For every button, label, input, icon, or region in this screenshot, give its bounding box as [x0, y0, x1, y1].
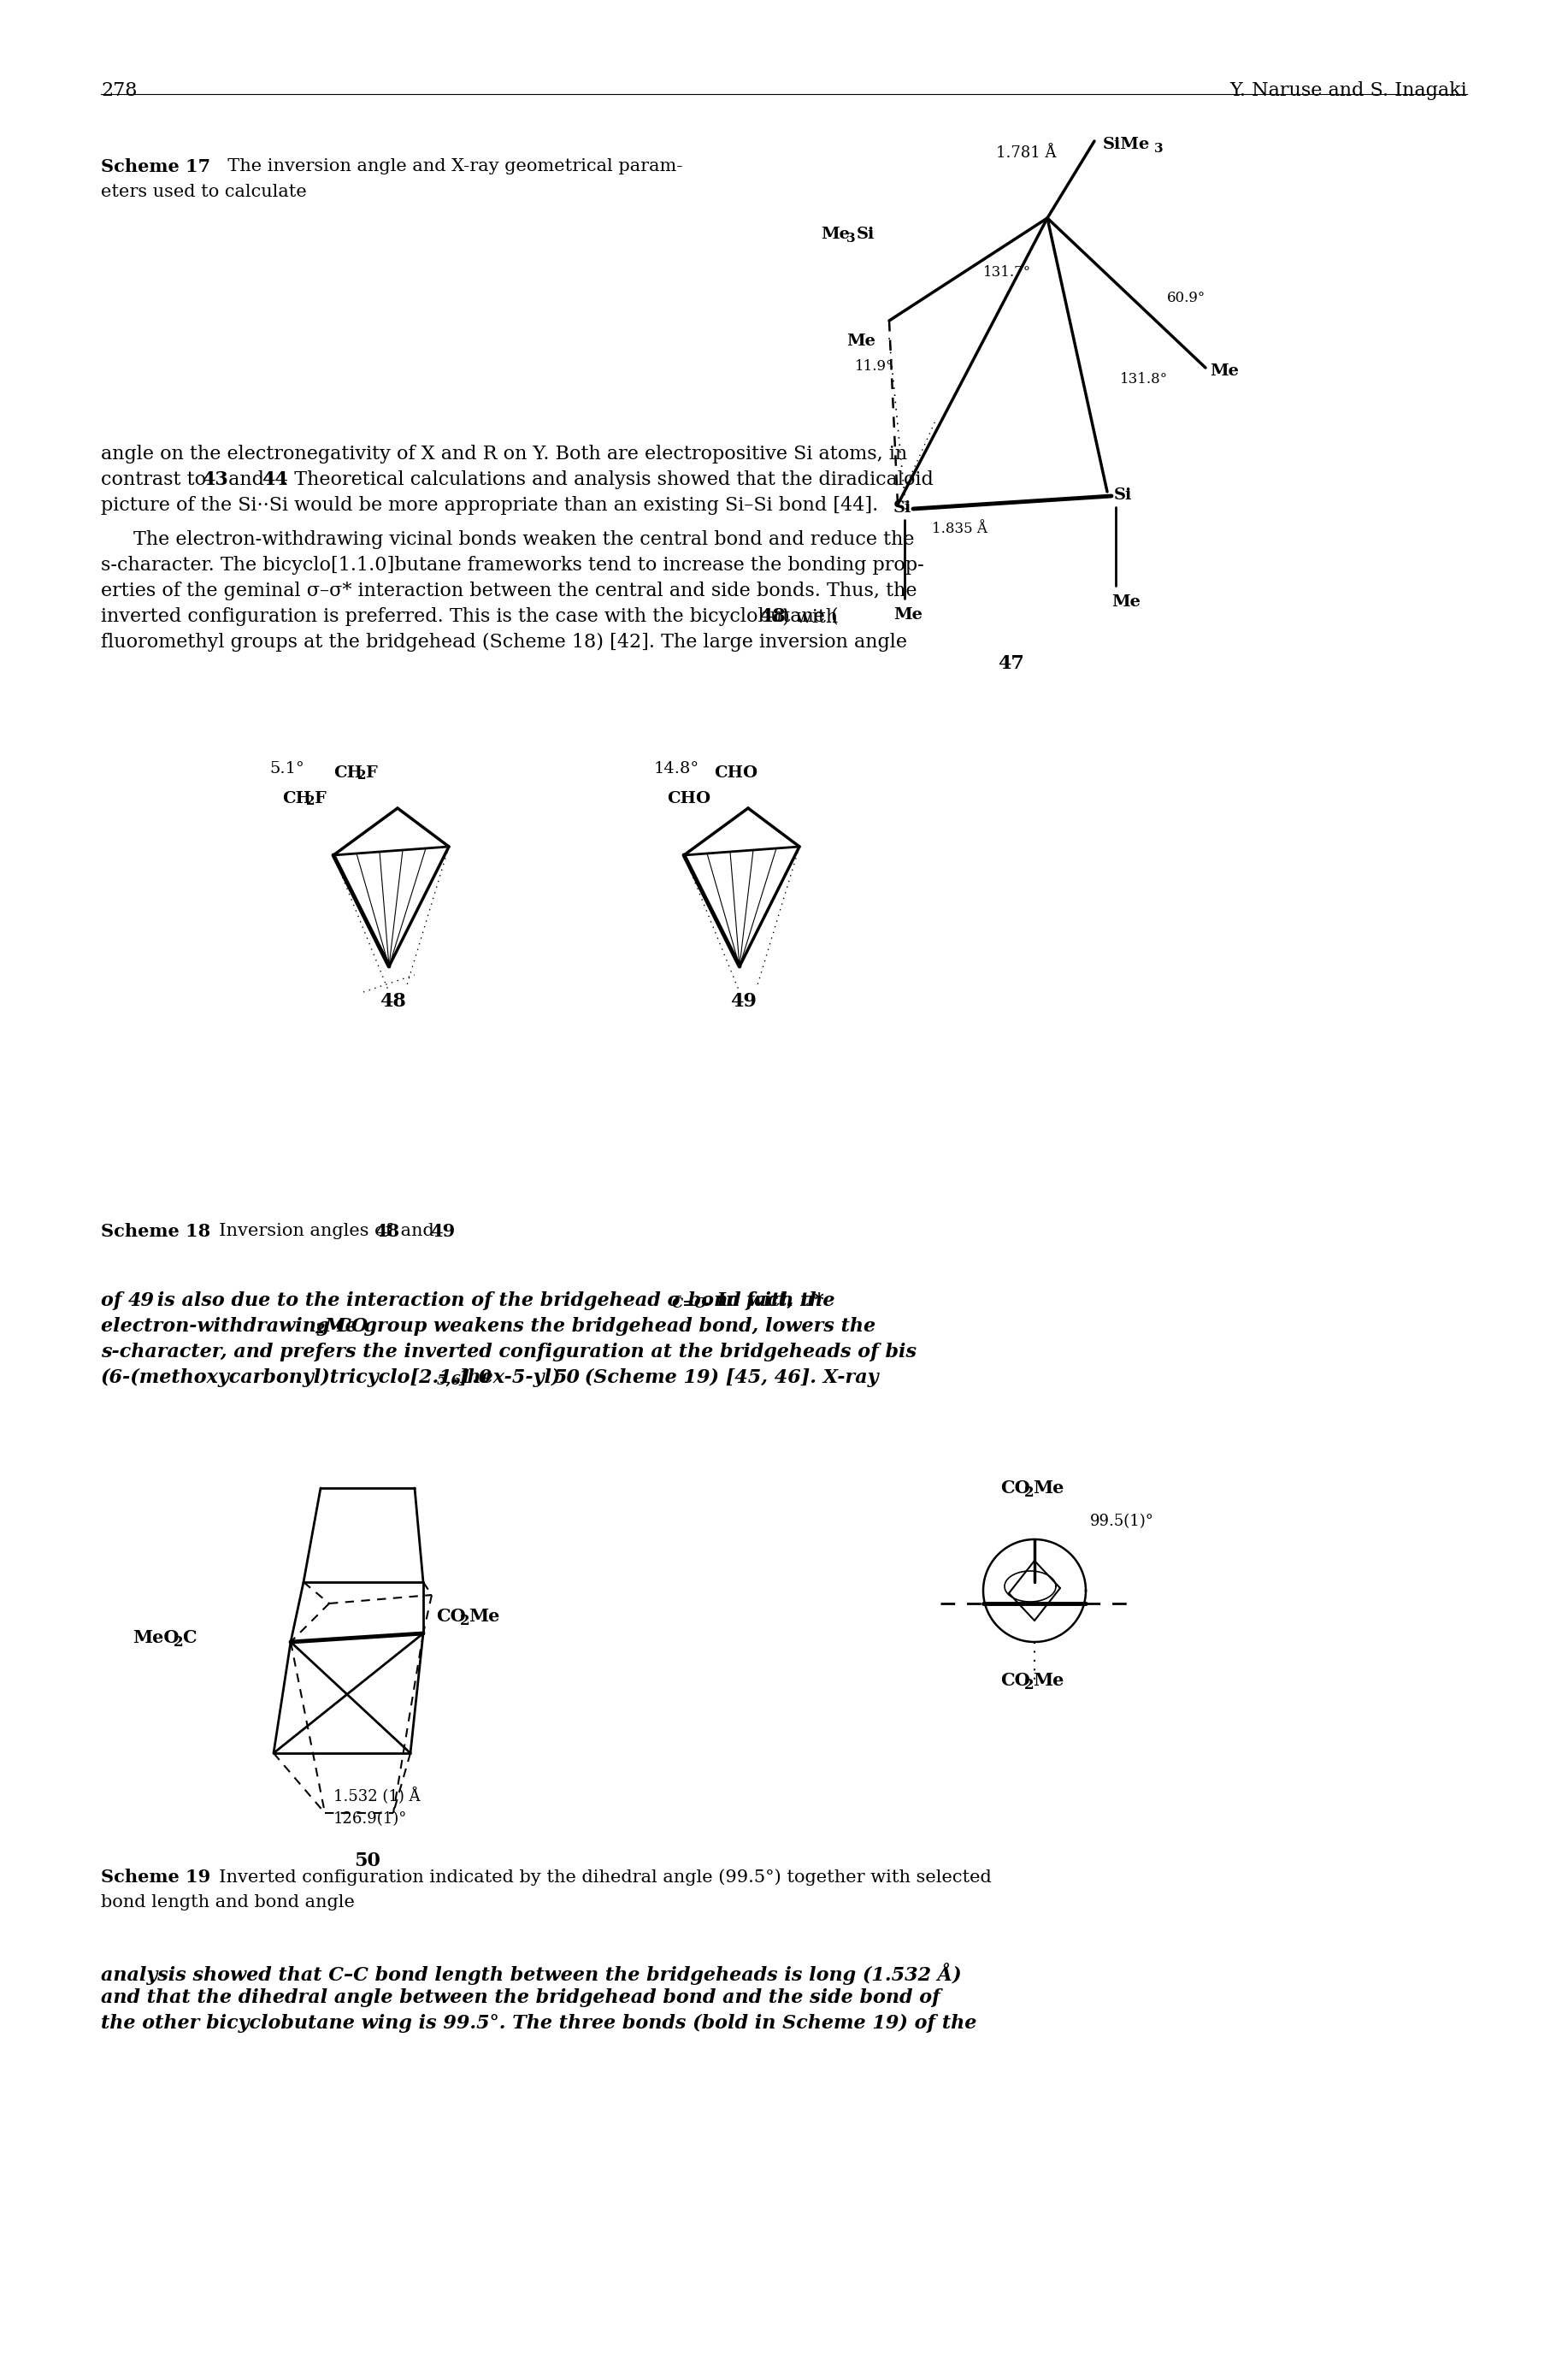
Text: 2: 2	[1024, 1486, 1035, 1500]
Text: fluoromethyl groups at the bridgehead (Scheme 18) [42]. The large inversion angl: fluoromethyl groups at the bridgehead (S…	[100, 634, 908, 653]
Text: C=O: C=O	[673, 1296, 707, 1310]
Text: 126.9(1)°: 126.9(1)°	[334, 1811, 408, 1826]
Text: Scheme 17: Scheme 17	[100, 159, 210, 176]
Text: 1.781 Å: 1.781 Å	[996, 145, 1057, 161]
Text: 1.532 (1) Å: 1.532 (1) Å	[334, 1788, 420, 1804]
Text: Si: Si	[856, 226, 875, 242]
Text: The inversion angle and X-ray geometrical param-: The inversion angle and X-ray geometrica…	[216, 159, 682, 173]
Text: Me: Me	[1033, 1671, 1065, 1688]
Text: Si: Si	[894, 501, 911, 515]
Text: the other bicyclobutane wing is 99.5°. The three bonds (bold in Scheme 19) of th: the other bicyclobutane wing is 99.5°. T…	[100, 2013, 977, 2032]
Text: Inversion angles of: Inversion angles of	[207, 1223, 398, 1239]
Text: inverted configuration is preferred. This is the case with the bicyclobutane (: inverted configuration is preferred. Thi…	[100, 608, 839, 627]
Text: Me: Me	[847, 332, 875, 349]
Text: 2: 2	[459, 1614, 470, 1629]
Text: 47: 47	[997, 655, 1024, 674]
Text: 5,6: 5,6	[437, 1375, 461, 1389]
Text: bond length and bond angle: bond length and bond angle	[100, 1894, 354, 1911]
Text: 131.7°: 131.7°	[983, 266, 1032, 280]
Text: . In fact, the: . In fact, the	[704, 1291, 834, 1310]
Text: s-character, and prefers the inverted configuration at the bridgeheads of bis: s-character, and prefers the inverted co…	[100, 1344, 917, 1360]
Text: 1.835 Å: 1.835 Å	[931, 522, 988, 537]
Text: electron-withdrawing CO: electron-withdrawing CO	[100, 1318, 368, 1337]
Text: Me: Me	[1112, 594, 1140, 610]
Text: 48: 48	[759, 608, 786, 627]
Text: 5.1°: 5.1°	[270, 762, 304, 776]
Text: 2: 2	[306, 795, 315, 807]
Text: and: and	[223, 470, 270, 489]
Text: 99.5(1)°: 99.5(1)°	[1090, 1515, 1154, 1529]
Text: 3: 3	[847, 233, 856, 245]
Text: Inverted configuration indicated by the dihedral angle (99.5°) together with sel: Inverted configuration indicated by the …	[207, 1868, 991, 1885]
Text: Me group weakens the bridgehead bond, lowers the: Me group weakens the bridgehead bond, lo…	[325, 1318, 877, 1337]
Text: Si: Si	[1113, 487, 1132, 503]
Text: analysis showed that C–C bond length between the bridgeheads is long (1.532 Å): analysis showed that C–C bond length bet…	[100, 1963, 961, 1985]
Text: 48: 48	[379, 992, 406, 1011]
Text: 44: 44	[262, 470, 289, 489]
Text: CO: CO	[1000, 1671, 1030, 1688]
Text: 43: 43	[202, 470, 227, 489]
Text: 50: 50	[354, 1852, 381, 1871]
Text: F: F	[314, 791, 326, 807]
Text: CO: CO	[436, 1607, 466, 1624]
Text: CH: CH	[282, 791, 310, 807]
Text: 278: 278	[100, 81, 138, 100]
Text: 2: 2	[174, 1636, 183, 1650]
Text: 3: 3	[1154, 142, 1163, 154]
Text: Y. Naruse and S. Inagaki: Y. Naruse and S. Inagaki	[1229, 81, 1468, 100]
Text: SiMe: SiMe	[1102, 138, 1151, 152]
Text: C: C	[182, 1629, 196, 1645]
Text: s-character. The bicyclo[1.1.0]butane frameworks tend to increase the bonding pr: s-character. The bicyclo[1.1.0]butane fr…	[100, 556, 924, 575]
Text: Me: Me	[469, 1607, 500, 1624]
Text: 50: 50	[554, 1367, 580, 1386]
Text: 49: 49	[129, 1291, 155, 1310]
Text: (6-(methoxycarbonyl)tricyclo[2.1.1.0: (6-(methoxycarbonyl)tricyclo[2.1.1.0	[100, 1367, 492, 1386]
Text: Me: Me	[1033, 1479, 1065, 1496]
Text: 2: 2	[315, 1322, 325, 1337]
Text: CHO: CHO	[713, 764, 757, 781]
Text: F: F	[365, 764, 376, 781]
Text: CHO: CHO	[666, 791, 710, 807]
Text: Scheme 19: Scheme 19	[100, 1868, 210, 1885]
Text: Scheme 18: Scheme 18	[100, 1223, 210, 1239]
Text: 2: 2	[1024, 1678, 1035, 1693]
Text: CH: CH	[334, 764, 362, 781]
Text: 49: 49	[731, 992, 757, 1011]
Text: eters used to calculate: eters used to calculate	[100, 183, 307, 199]
Text: (Scheme 19) [45, 46]. X-ray: (Scheme 19) [45, 46]. X-ray	[579, 1367, 878, 1386]
Text: is also due to the interaction of the bridgehead σ bond with π*: is also due to the interaction of the br…	[151, 1291, 825, 1310]
Text: 2: 2	[358, 769, 367, 781]
Text: The electron-withdrawing vicinal bonds weaken the central bond and reduce the: The electron-withdrawing vicinal bonds w…	[133, 529, 914, 548]
Text: picture of the Si··Si would be more appropriate than an existing Si–Si bond [44]: picture of the Si··Si would be more appr…	[100, 496, 878, 515]
Text: 11.9°: 11.9°	[855, 358, 894, 373]
Text: and: and	[395, 1223, 439, 1239]
Text: MeO: MeO	[133, 1629, 179, 1645]
Text: contrast to: contrast to	[100, 470, 212, 489]
Text: 131.8°: 131.8°	[1120, 373, 1168, 387]
Text: 48: 48	[375, 1223, 400, 1239]
Text: . Theoretical calculations and analysis showed that the diradicaloid: . Theoretical calculations and analysis …	[282, 470, 933, 489]
Text: Me: Me	[894, 608, 922, 622]
Text: CO: CO	[1000, 1479, 1030, 1496]
Text: 60.9°: 60.9°	[1167, 290, 1206, 306]
Text: erties of the geminal σ–σ* interaction between the central and side bonds. Thus,: erties of the geminal σ–σ* interaction b…	[100, 582, 917, 601]
Text: ) with: ) with	[782, 608, 837, 627]
Text: of: of	[100, 1291, 129, 1310]
Text: 49: 49	[430, 1223, 455, 1239]
Text: ]hex-5-yl): ]hex-5-yl)	[458, 1367, 568, 1386]
Text: 14.8°: 14.8°	[654, 762, 699, 776]
Text: angle on the electronegativity of X and R on Y. Both are electropositive Si atom: angle on the electronegativity of X and …	[100, 444, 908, 463]
Text: and that the dihedral angle between the bridgehead bond and the side bond of: and that the dihedral angle between the …	[100, 1989, 941, 2006]
Text: Me: Me	[1210, 363, 1239, 380]
Text: Me: Me	[820, 226, 850, 242]
